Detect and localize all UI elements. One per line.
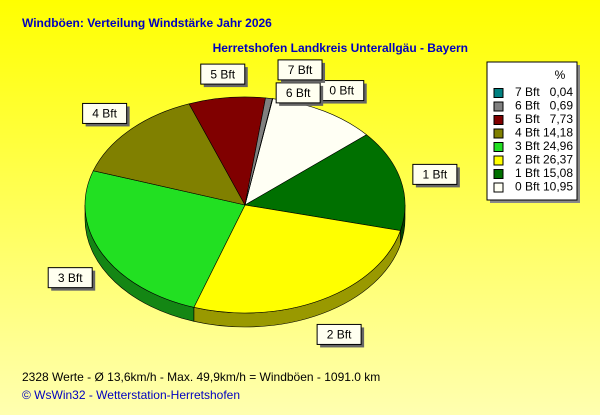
legend-label: 3 Bft — [515, 139, 540, 153]
legend-swatch — [493, 142, 504, 152]
credit: © WsWin32 - Wetterstation-Herretshofen — [22, 388, 240, 402]
pie-slice — [244, 98, 274, 206]
legend-value: 15,08 — [543, 166, 573, 180]
legend-swatch — [493, 88, 504, 98]
chart-title: Windböen: Verteilung Windstärke Jahr 202… — [22, 16, 272, 30]
pie-slice — [84, 170, 246, 308]
slice-label: 0 Bft — [329, 84, 354, 98]
label-box — [316, 323, 362, 345]
label-box — [200, 63, 246, 85]
legend-swatch — [493, 182, 504, 193]
label-box — [277, 59, 323, 81]
slice-label: 3 Bft — [58, 271, 83, 285]
chart-subtitle: Herretshofen Landkreis Unterallgäu - Bay… — [213, 41, 468, 55]
pie-slice — [92, 103, 246, 206]
legend-label: 6 Bft — [515, 99, 540, 113]
pie-slice — [193, 204, 401, 314]
legend-value: 14,18 — [543, 126, 573, 140]
legend-value: 24,96 — [543, 139, 573, 153]
legend-value: 0,69 — [550, 99, 574, 113]
legend-value: 7,73 — [550, 112, 574, 126]
legend-swatch — [493, 128, 504, 139]
legend-label: 1 Bft — [515, 166, 540, 180]
pie-slice — [244, 134, 406, 231]
slice-label: 2 Bft — [327, 328, 352, 342]
legend-label: 7 Bft — [515, 85, 540, 99]
legend-value: 10,95 — [543, 180, 573, 194]
legend-value: 0,04 — [550, 85, 574, 99]
slice-label: 1 Bft — [423, 168, 448, 182]
legend-title: % — [555, 68, 566, 82]
slice-label: 5 Bft — [210, 67, 235, 81]
legend-label: 2 Bft — [515, 153, 540, 167]
label-box — [412, 163, 458, 185]
legend-swatch — [493, 101, 504, 112]
legend-swatch — [493, 115, 504, 125]
legend-label: 5 Bft — [515, 112, 540, 126]
legend-swatch — [493, 169, 504, 179]
slice-label: 6 Bft — [286, 86, 311, 100]
footer: 2328 Werte - Ø 13,6km/h - Max. 49,9km/h … — [22, 370, 380, 384]
slice-label: 4 Bft — [92, 107, 117, 121]
legend-swatch — [493, 155, 504, 166]
legend-label: 0 Bft — [515, 180, 540, 194]
label-box — [82, 102, 128, 124]
legend-value: 26,37 — [543, 153, 573, 167]
legend-label: 4 Bft — [515, 126, 540, 140]
label-box — [47, 267, 93, 289]
slice-label: 7 Bft — [288, 63, 313, 77]
